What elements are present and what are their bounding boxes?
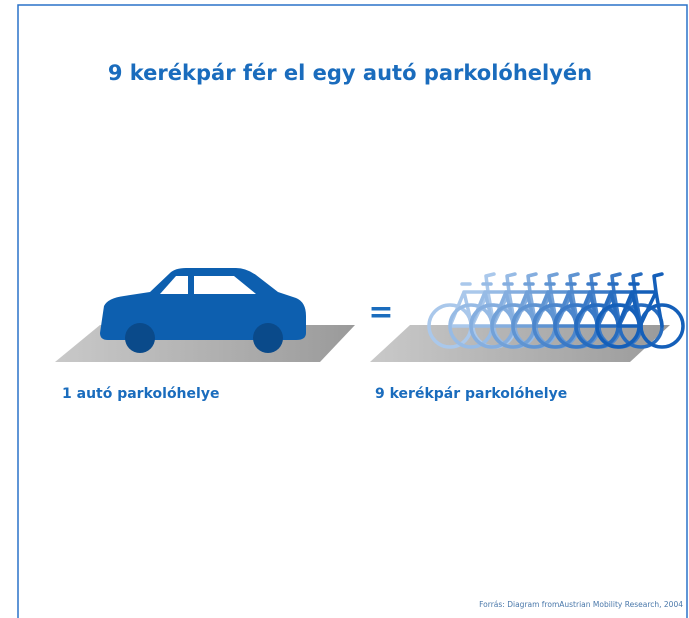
car-label: 1 autó parkolóhelye	[62, 386, 219, 402]
title: 9 kerékpár fér el egy autó parkolóhelyén	[108, 61, 592, 85]
equals-sign: =	[368, 295, 393, 330]
page: 9 kerékpár fér el egy autó parkolóhelyén…	[0, 0, 689, 618]
infographic: 9 kerékpár fér el egy autó parkolóhelyén…	[0, 0, 689, 618]
bike-icons	[429, 274, 683, 347]
bike-label: 9 kerékpár parkolóhelye	[375, 386, 567, 402]
source-note: Forrás: Diagram fromAustrian Mobility Re…	[479, 600, 683, 609]
